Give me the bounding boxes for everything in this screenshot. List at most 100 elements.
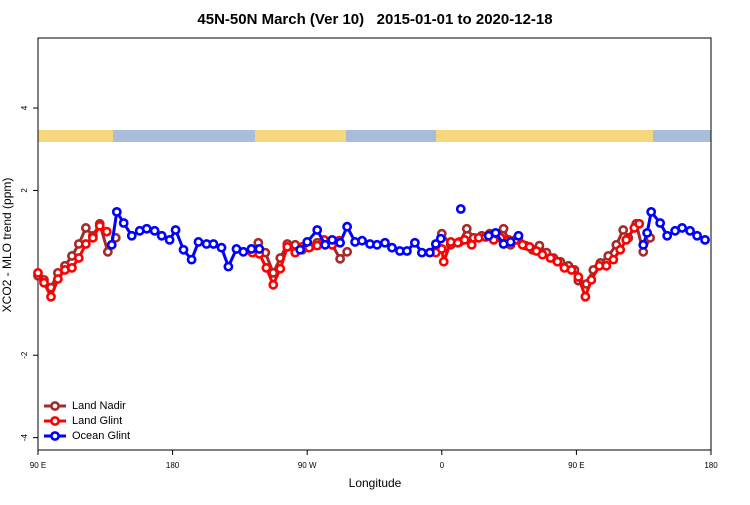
- point: [216, 242, 227, 253]
- point: [357, 235, 367, 246]
- point: [372, 239, 382, 250]
- point: [566, 265, 577, 275]
- point: [655, 218, 666, 228]
- point: [409, 237, 420, 248]
- point: [80, 223, 91, 233]
- x-tick-label: 90 W: [298, 461, 317, 470]
- point: [275, 263, 286, 274]
- point: [170, 225, 181, 235]
- point: [87, 232, 98, 243]
- point: [618, 225, 629, 235]
- point: [380, 237, 390, 248]
- y-tick-label: -4: [20, 434, 29, 442]
- point: [387, 242, 397, 253]
- legend-label: Land Nadir: [72, 400, 126, 412]
- legend-marker: [50, 401, 60, 411]
- point: [118, 218, 129, 228]
- point: [39, 277, 49, 288]
- point: [46, 291, 56, 302]
- point: [101, 226, 112, 237]
- point: [342, 246, 353, 257]
- point: [261, 262, 272, 273]
- point: [268, 279, 279, 290]
- point: [320, 239, 331, 250]
- point: [312, 225, 323, 235]
- point: [601, 260, 612, 271]
- point: [94, 220, 105, 231]
- y-tick-label: 4: [20, 105, 29, 110]
- point: [417, 247, 427, 258]
- point: [621, 234, 632, 245]
- point: [424, 247, 435, 258]
- legend-marker: [50, 416, 60, 426]
- point: [438, 256, 449, 267]
- x-tick-label: 0: [440, 461, 445, 470]
- point: [295, 244, 306, 255]
- chart-title: 45N-50N March (Ver 10) 2015-01-01 to 202…: [197, 11, 552, 28]
- point: [33, 267, 43, 278]
- point: [141, 223, 152, 234]
- point: [638, 239, 649, 250]
- point: [685, 225, 695, 236]
- x-tick-label: 180: [704, 461, 718, 470]
- point: [178, 244, 189, 255]
- point: [692, 230, 702, 241]
- point: [149, 225, 160, 236]
- point: [102, 246, 113, 257]
- map-strip: [38, 130, 711, 142]
- legend-label: Land Glint: [72, 415, 122, 427]
- ocean-band: [346, 130, 436, 142]
- point: [498, 223, 509, 234]
- point: [67, 262, 77, 273]
- point: [455, 204, 466, 214]
- point: [580, 291, 591, 302]
- point: [302, 237, 313, 247]
- ocean-band: [113, 130, 255, 142]
- ocean-band: [653, 130, 711, 142]
- x-axis-label: Longitude: [349, 476, 402, 490]
- point: [164, 234, 175, 245]
- x-tick-label: 180: [166, 461, 180, 470]
- point: [208, 239, 219, 249]
- point: [524, 241, 535, 252]
- y-tick-label: 2: [20, 188, 29, 193]
- point: [335, 237, 346, 248]
- point: [646, 206, 657, 217]
- point: [461, 223, 472, 234]
- point: [80, 239, 91, 249]
- point: [246, 244, 257, 254]
- point: [238, 246, 249, 257]
- point: [642, 227, 653, 238]
- point: [586, 274, 597, 285]
- plot-frame: [37, 37, 712, 451]
- point: [466, 239, 477, 250]
- point: [459, 234, 470, 245]
- point: [193, 237, 204, 247]
- point: [435, 233, 446, 244]
- point: [615, 244, 626, 255]
- point: [312, 240, 323, 251]
- point: [402, 246, 412, 256]
- point: [608, 254, 619, 265]
- point: [662, 230, 673, 241]
- point: [700, 234, 710, 245]
- x-tick-label: 90 E: [568, 461, 584, 470]
- y-axis-label: XCO2 - MLO trend (ppm): [0, 178, 14, 313]
- x-tick-label: 90 E: [30, 461, 46, 470]
- point: [490, 227, 501, 238]
- point: [327, 234, 338, 245]
- point: [126, 230, 137, 241]
- legend-marker: [50, 431, 60, 441]
- point: [677, 223, 688, 233]
- point: [545, 253, 556, 263]
- point: [552, 256, 563, 267]
- point: [73, 253, 84, 263]
- point: [186, 254, 197, 265]
- point: [634, 218, 645, 229]
- point: [156, 230, 167, 241]
- point: [106, 239, 117, 250]
- point: [342, 221, 353, 232]
- point: [111, 206, 122, 217]
- series: [106, 204, 710, 272]
